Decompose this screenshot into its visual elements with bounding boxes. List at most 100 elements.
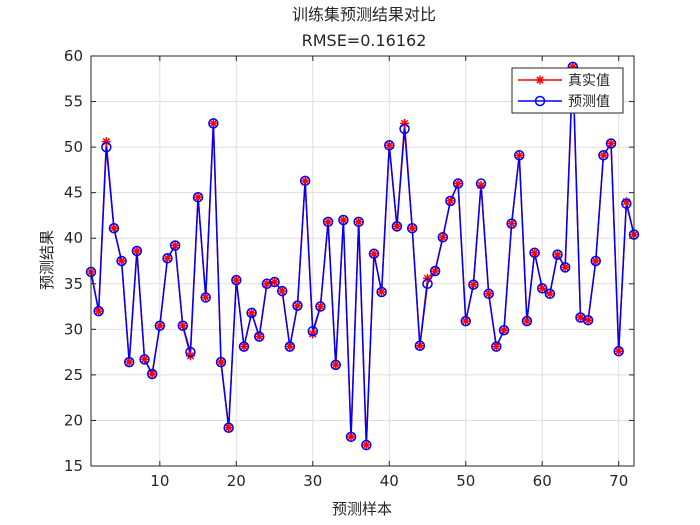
x-tick-label: 20	[227, 472, 246, 490]
predicted-point	[621, 198, 632, 209]
predicted-point	[483, 288, 494, 300]
predicted-point	[559, 262, 571, 273]
predicted-point	[330, 359, 341, 371]
predicted-point	[169, 240, 181, 251]
actual-point	[124, 357, 134, 367]
legend-box	[511, 67, 624, 114]
actual-point	[507, 219, 517, 229]
x-tick-label: 30	[303, 472, 322, 490]
predicted-point	[598, 150, 609, 161]
predicted-point	[353, 216, 364, 228]
predicted-point	[200, 292, 211, 303]
predicted-point	[460, 315, 471, 327]
actual-point	[140, 354, 150, 364]
predicted-point	[116, 255, 127, 267]
actual-point	[208, 118, 218, 128]
actual-point	[499, 325, 509, 335]
actual-point	[193, 192, 203, 202]
predicted-point	[368, 248, 380, 259]
predicted-point	[307, 325, 319, 337]
actual-point	[392, 221, 402, 231]
predicted-point	[536, 283, 548, 294]
predicted-point	[475, 178, 487, 189]
actual-point	[530, 248, 540, 258]
x-tick-label: 70	[609, 472, 628, 490]
predicted-point	[154, 320, 166, 331]
predicted-point	[399, 123, 410, 135]
predicted-point	[131, 245, 143, 257]
predicted-point	[491, 341, 502, 352]
predicted-point	[414, 340, 426, 351]
actual-point	[117, 256, 127, 266]
predicted-point	[429, 265, 441, 277]
predicted-point	[238, 341, 250, 352]
actual-point	[132, 246, 142, 256]
y-tick-label: 20	[64, 411, 83, 429]
y-tick-label: 25	[64, 366, 83, 384]
x-tick-label: 60	[533, 472, 552, 490]
actual-point	[407, 223, 417, 233]
predicted-point	[299, 175, 311, 187]
actual-point	[155, 321, 165, 331]
y-tick-label: 50	[64, 138, 83, 156]
actual-point	[537, 283, 547, 293]
actual-point	[254, 332, 264, 342]
actual-point	[170, 241, 180, 251]
y-tick-label: 35	[64, 275, 83, 293]
predicted-point	[605, 138, 617, 149]
actual-point	[201, 292, 211, 302]
y-axis-ticks: 15 20 25 30 35 40 45 50 55 60	[64, 47, 634, 475]
predicted-point	[384, 140, 395, 151]
predicted-point	[292, 300, 303, 311]
predicted-point	[529, 247, 540, 259]
legend-label-1: 真实值	[568, 73, 610, 89]
predicted-point	[338, 214, 349, 226]
actual-point	[308, 329, 318, 339]
actual-point	[323, 217, 333, 227]
actual-point	[522, 316, 532, 326]
predicted-point	[376, 286, 387, 298]
predicted-point	[231, 274, 242, 286]
predicted-point	[177, 320, 189, 331]
actual-point	[445, 196, 455, 206]
actual-point	[277, 286, 287, 296]
actual-point	[598, 150, 608, 160]
actual-point	[377, 287, 387, 297]
predicted-point	[613, 345, 624, 357]
predicted-point	[261, 278, 273, 290]
predicted-point	[521, 315, 533, 327]
actual-point	[484, 289, 494, 299]
predicted-point	[452, 178, 464, 189]
predicted-point	[468, 279, 479, 290]
predicted-point	[108, 222, 120, 234]
predicted-point	[139, 354, 150, 365]
predicted-point	[269, 276, 280, 288]
y-tick-label: 30	[64, 320, 83, 338]
actual-point	[285, 342, 295, 352]
actual-point	[292, 301, 302, 311]
actual-point	[231, 275, 241, 285]
predicted-point	[223, 422, 234, 433]
legend-swatch-1	[518, 75, 562, 85]
legend-label-2: 预测值	[568, 94, 610, 110]
actual-point	[247, 308, 257, 318]
predicted-point	[552, 249, 563, 260]
y-tick-label: 55	[64, 93, 83, 111]
actual-point	[369, 249, 379, 259]
predicted-point	[208, 118, 219, 129]
predicted-point	[506, 218, 517, 229]
y-tick-label: 40	[64, 229, 83, 247]
predicted-point	[345, 431, 357, 443]
plot-background	[91, 56, 634, 466]
actual-point	[94, 306, 104, 316]
predicted-point	[93, 305, 104, 317]
predicted-point	[101, 141, 112, 153]
predicted-point	[391, 221, 403, 232]
x-axis-ticks: 10 20 30 40 50 60 70	[150, 56, 628, 490]
predicted-point	[146, 368, 158, 380]
actual-point	[384, 140, 394, 150]
actual-point	[338, 215, 348, 225]
plot-frame	[90, 55, 635, 467]
axes	[90, 55, 635, 467]
